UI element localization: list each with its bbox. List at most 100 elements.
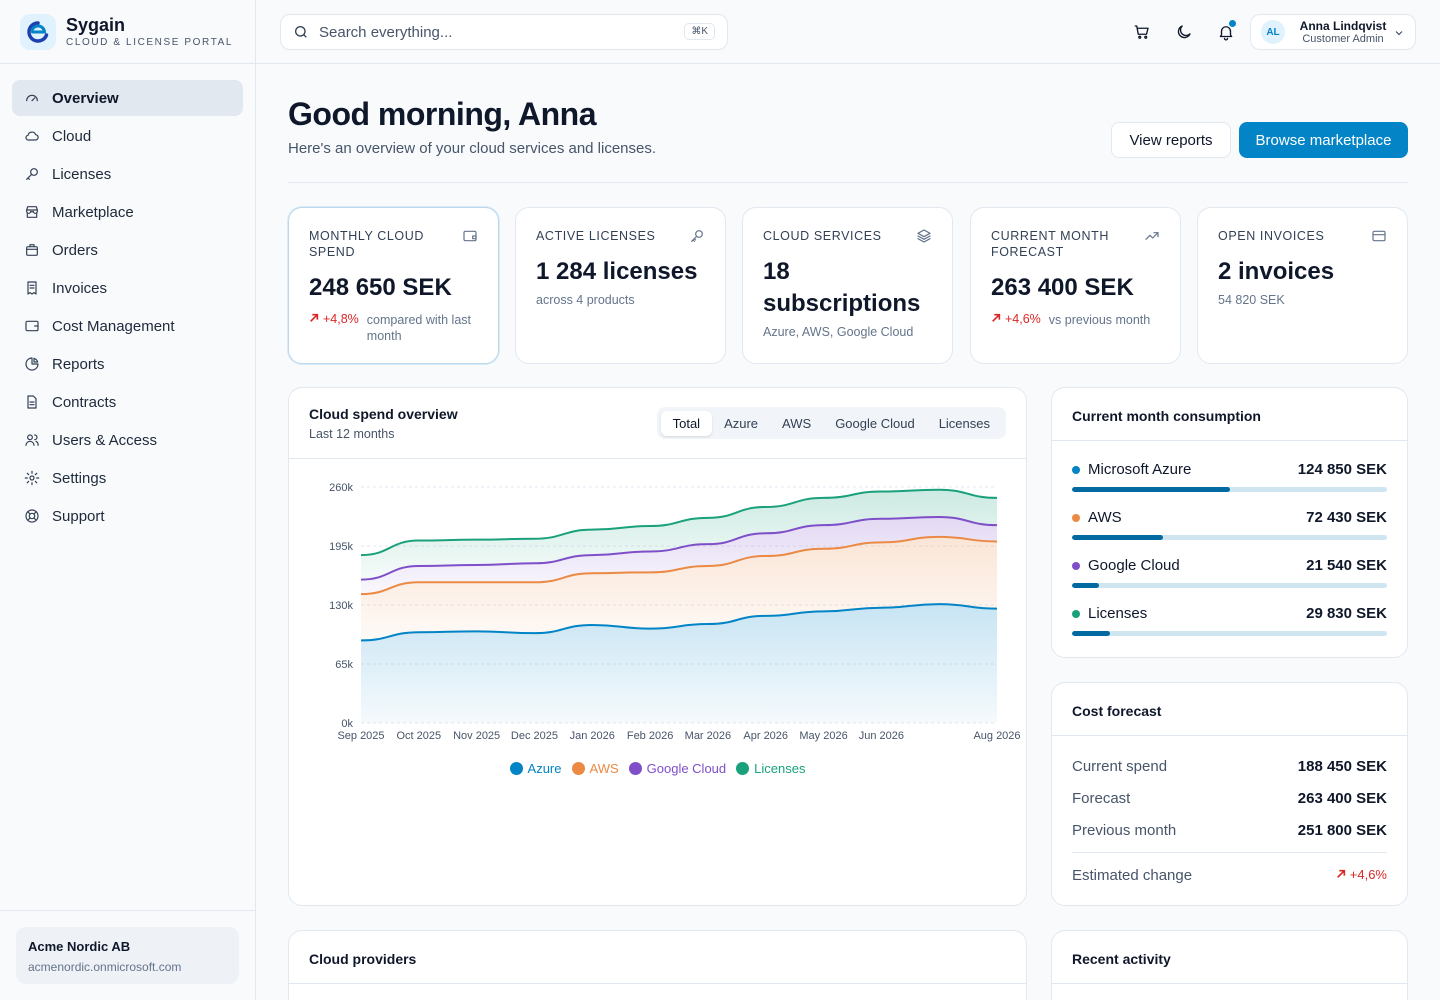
sidebar-item-label: Contracts (52, 393, 117, 411)
search-icon (295, 26, 307, 38)
y-tick-label: 195k (329, 541, 353, 553)
sidebar-item-label: Licenses (52, 165, 112, 183)
document-icon (27, 395, 37, 409)
y-tick-label: 130k (329, 600, 353, 612)
kpi-change-text: vs previous month (1048, 313, 1151, 327)
sidebar-item-users-access[interactable]: Users & Access (12, 422, 243, 458)
kpi-sub: Azure, AWS, Google Cloud (763, 325, 914, 339)
legend-item[interactable]: Licenses (736, 761, 805, 776)
card-subtitle: Last 12 months (309, 427, 395, 441)
consumption-amount: 21 540 SEK (1306, 557, 1387, 574)
page-subtitle: Here's an overview of your cloud service… (288, 140, 657, 157)
view-reports-button[interactable]: View reports (1111, 122, 1231, 158)
tab-licenses[interactable]: Licenses (938, 415, 990, 431)
sidebar-item-cloud[interactable]: Cloud (12, 118, 243, 154)
forecast-value: 263 400 SEK (1297, 790, 1387, 807)
sidebar-item-cost-management[interactable]: Cost Management (12, 308, 243, 344)
consumption-amount: 124 850 SEK (1297, 461, 1387, 478)
sidebar-item-label: Invoices (52, 279, 108, 297)
main-nav: Overview Cloud Licenses Marketplace Orders In… (0, 64, 255, 552)
search-input[interactable] (319, 23, 669, 41)
kpi-label: OPEN INVOICES (1218, 229, 1325, 243)
forecast-change-row: Estimated change +4,6% (1072, 867, 1387, 884)
card-title: Cost forecast (1052, 683, 1407, 736)
consumption-bar-fill (1072, 583, 1100, 588)
bell-icon (1219, 26, 1233, 41)
page-title: Good morning, Anna (288, 96, 597, 132)
sidebar-item-support[interactable]: Support (12, 498, 243, 534)
sidebar-item-marketplace[interactable]: Marketplace (12, 194, 243, 230)
line-azure (360, 603, 998, 642)
kpi-open-invoices[interactable]: OPEN INVOICES 2 invoices 54 820 SEK (1197, 207, 1408, 364)
notification-dot (1229, 20, 1236, 27)
pie-chart-icon (25, 357, 39, 371)
browse-marketplace-button[interactable]: Browse marketplace (1239, 122, 1408, 158)
card-title: Current month consumption (1052, 388, 1407, 441)
tab-google-cloud[interactable]: Google Cloud (835, 415, 915, 431)
wallet-icon (25, 320, 39, 332)
consumption-name: Google Cloud (1088, 557, 1180, 574)
sidebar-item-orders[interactable]: Orders (12, 232, 243, 268)
x-tick-label: Nov 2025 (453, 730, 500, 742)
tab-aws[interactable]: AWS (782, 415, 812, 431)
sidebar-item-invoices[interactable]: Invoices (12, 270, 243, 306)
forecast-change-label: Estimated change (1072, 867, 1193, 884)
search-bar[interactable]: ⌘K (280, 14, 728, 50)
forecast-row: Forecast 263 400 SEK (1072, 790, 1387, 807)
brand[interactable]: Sygain CLOUD & LICENSE PORTAL (0, 0, 255, 64)
card-title: Recent activity (1052, 931, 1407, 984)
wallet-icon (463, 230, 477, 242)
legend-dot (571, 762, 585, 775)
cart-button[interactable] (1130, 20, 1154, 44)
chevron-down-icon (1395, 31, 1403, 36)
tab-azure[interactable]: Azure (724, 415, 759, 431)
brand-tagline: CLOUD & LICENSE PORTAL (66, 37, 234, 48)
sidebar-item-label: Reports (52, 355, 105, 373)
sidebar-item-label: Cost Management (52, 317, 175, 335)
kpi-current-month-forecast[interactable]: CURRENT MONTH FORECAST 263 400 SEK +4,6%… (970, 207, 1181, 364)
kpi-change: +4,6% (1005, 312, 1041, 326)
x-tick-label: Jan 2026 (570, 730, 615, 742)
sidebar-item-licenses[interactable]: Licenses (12, 156, 243, 192)
forecast-label: Previous month (1072, 822, 1177, 839)
y-tick-label: 260k (329, 482, 353, 494)
tenant-switcher[interactable]: Acme Nordic AB acmenordic.onmicrosoft.co… (16, 927, 239, 984)
kpi-cloud-services[interactable]: CLOUD SERVICES 18 subscriptions Azure, A… (742, 207, 953, 364)
sidebar-item-settings[interactable]: Settings (12, 460, 243, 496)
search-shortcut: ⌘K (684, 23, 715, 40)
sidebar-item-overview[interactable]: Overview (12, 80, 243, 116)
consumption-bar (1072, 535, 1387, 540)
forecast-divider (1072, 852, 1387, 853)
legend-item[interactable]: AWS (571, 761, 619, 776)
series-dot (1072, 465, 1080, 474)
kpi-value: 1 284 licenses (536, 258, 698, 285)
consumption-name: Microsoft Azure (1088, 461, 1192, 478)
arrow-up-right-icon (310, 313, 319, 322)
legend-item[interactable]: Google Cloud (628, 761, 726, 776)
forecast-row: Previous month 251 800 SEK (1072, 822, 1387, 839)
forecast-row: Current spend 188 450 SEK (1072, 758, 1387, 775)
sidebar-item-reports[interactable]: Reports (12, 346, 243, 382)
kpi-active-licenses[interactable]: ACTIVE LICENSES 1 284 licenses across 4 … (515, 207, 726, 364)
brand-name: Sygain (66, 15, 126, 35)
user-menu[interactable]: AL Anna Lindqvist Customer Admin (1250, 14, 1416, 50)
legend-dot (628, 762, 642, 775)
theme-toggle[interactable] (1172, 20, 1196, 44)
consumption-row: Google Cloud 21 540 SEK (1072, 557, 1387, 588)
notifications-button[interactable] (1214, 20, 1238, 44)
sygain-logo-icon (20, 13, 56, 50)
x-tick-label: Apr 2026 (743, 730, 788, 742)
kpi-value: 248 650 SEK (309, 274, 452, 301)
sidebar-item-label: Support (52, 507, 105, 525)
y-tick-label: 65k (335, 659, 353, 671)
cost-forecast-card: Cost forecast Current spend 188 450 SEK F… (1051, 682, 1408, 906)
forecast-label: Forecast (1072, 790, 1131, 807)
kpi-value: 18 subscriptions (763, 258, 921, 317)
legend-item[interactable]: Azure (509, 761, 562, 776)
kpi-value: 263 400 SEK (991, 274, 1134, 301)
sidebar-item-contracts[interactable]: Contracts (12, 384, 243, 420)
tab-total[interactable]: Total (660, 410, 713, 436)
consumption-card: Current month consumption Microsoft Azur… (1051, 387, 1408, 658)
kpi-monthly-cloud-spend[interactable]: MONTHLY CLOUD SPEND 248 650 SEK +4,8% co… (288, 207, 499, 364)
